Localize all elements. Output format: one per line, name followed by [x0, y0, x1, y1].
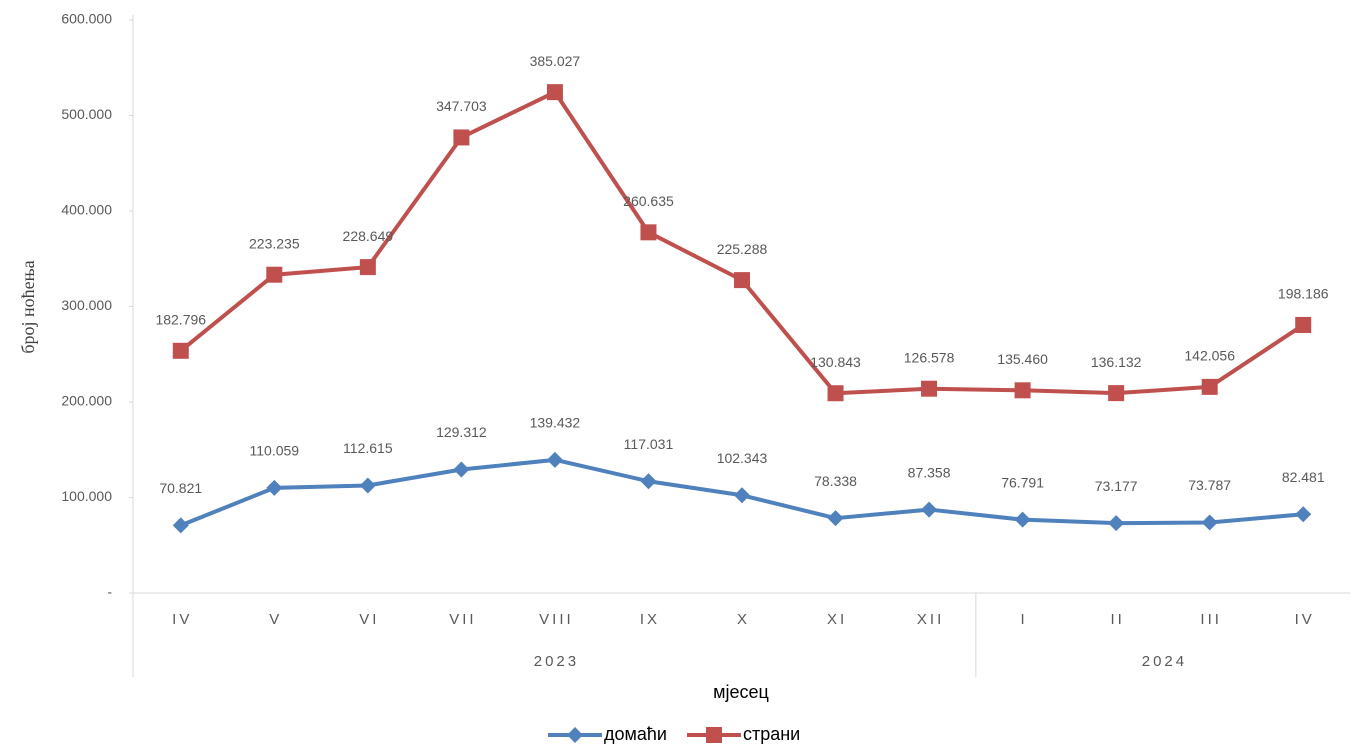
y-tick-label: 100.000 — [61, 488, 112, 504]
data-label: 117.031 — [624, 436, 674, 452]
data-label: 130.843 — [810, 354, 861, 370]
data-label: 182.796 — [155, 311, 206, 327]
legend-label: страни — [743, 724, 800, 744]
x-tick-label: X — [737, 611, 750, 628]
x-tick-label: VII — [449, 611, 476, 628]
data-label: 260.635 — [623, 193, 674, 209]
data-label: 228.649 — [343, 228, 394, 244]
x-axis-label: мјесец — [713, 682, 769, 702]
marker — [827, 510, 844, 527]
x-tick-label: II — [1110, 611, 1124, 628]
x-tick-label: VI — [359, 611, 379, 628]
marker — [546, 84, 563, 101]
y-axis-label: број ноћења — [18, 260, 38, 353]
x-tick-label: IV — [1295, 611, 1315, 628]
x-tick-label: VIII — [539, 611, 574, 628]
x-tick-label: IV — [172, 611, 192, 628]
data-label: 136.132 — [1091, 354, 1142, 370]
marker — [1201, 378, 1218, 395]
x-tick-label: XI — [827, 611, 847, 628]
x-tick-label: III — [1200, 611, 1222, 628]
data-label: 223.235 — [249, 235, 300, 251]
marker — [266, 266, 283, 283]
data-label: 135.460 — [997, 351, 1048, 367]
x-group-label: 2023 — [534, 653, 579, 670]
data-label: 110.059 — [250, 443, 300, 459]
y-tick-label: 500.000 — [61, 106, 112, 122]
x-tick-label: V — [269, 611, 282, 628]
marker — [266, 479, 283, 496]
data-label: 73.177 — [1095, 478, 1138, 494]
y-tick-label: 400.000 — [61, 202, 112, 218]
marker — [1014, 382, 1031, 399]
data-label: 102.343 — [717, 450, 768, 466]
data-label: 385.027 — [530, 53, 581, 69]
marker — [1295, 316, 1312, 333]
data-label: 198.186 — [1278, 286, 1329, 302]
data-label: 73.787 — [1188, 477, 1231, 493]
marker — [359, 477, 376, 494]
marker — [921, 501, 938, 518]
x-tick-label: IX — [640, 611, 660, 628]
marker — [827, 385, 844, 402]
data-label: 70.821 — [159, 480, 202, 496]
data-label: 126.578 — [904, 349, 955, 365]
data-label: 347.703 — [436, 98, 487, 114]
x-tick-label: I — [1021, 611, 1028, 628]
data-label: 87.358 — [908, 464, 951, 480]
data-label: 112.615 — [343, 440, 393, 456]
marker — [640, 473, 657, 490]
marker — [921, 380, 938, 397]
x-group-label: 2024 — [1142, 653, 1187, 670]
marker — [546, 451, 563, 468]
legend-label: домаћи — [604, 724, 667, 744]
marker — [1108, 385, 1125, 402]
data-label: 225.288 — [717, 241, 768, 257]
data-label: 82.481 — [1282, 469, 1325, 485]
data-label: 78.338 — [814, 473, 857, 489]
marker — [734, 487, 750, 504]
marker — [640, 224, 657, 241]
marker — [1201, 514, 1218, 531]
marker — [453, 129, 470, 146]
data-label: 129.312 — [436, 424, 487, 440]
marker — [453, 461, 470, 478]
y-tick-label: 200.000 — [61, 393, 112, 409]
y-tick-label: 600.000 — [61, 11, 112, 27]
marker — [172, 342, 189, 359]
y-tick-label: - — [107, 584, 112, 600]
y-tick-label: 300.000 — [61, 297, 112, 313]
data-label: 142.056 — [1184, 348, 1235, 364]
legend-marker — [567, 727, 583, 743]
x-tick-label: XII — [917, 611, 944, 628]
marker — [1295, 506, 1312, 523]
data-label: 76.791 — [1001, 474, 1044, 490]
marker — [172, 517, 189, 534]
marker — [359, 259, 376, 276]
legend-marker — [705, 727, 722, 743]
data-label: 139.432 — [530, 415, 581, 431]
marker — [1108, 515, 1125, 532]
marker — [1014, 511, 1031, 528]
marker — [734, 272, 750, 289]
